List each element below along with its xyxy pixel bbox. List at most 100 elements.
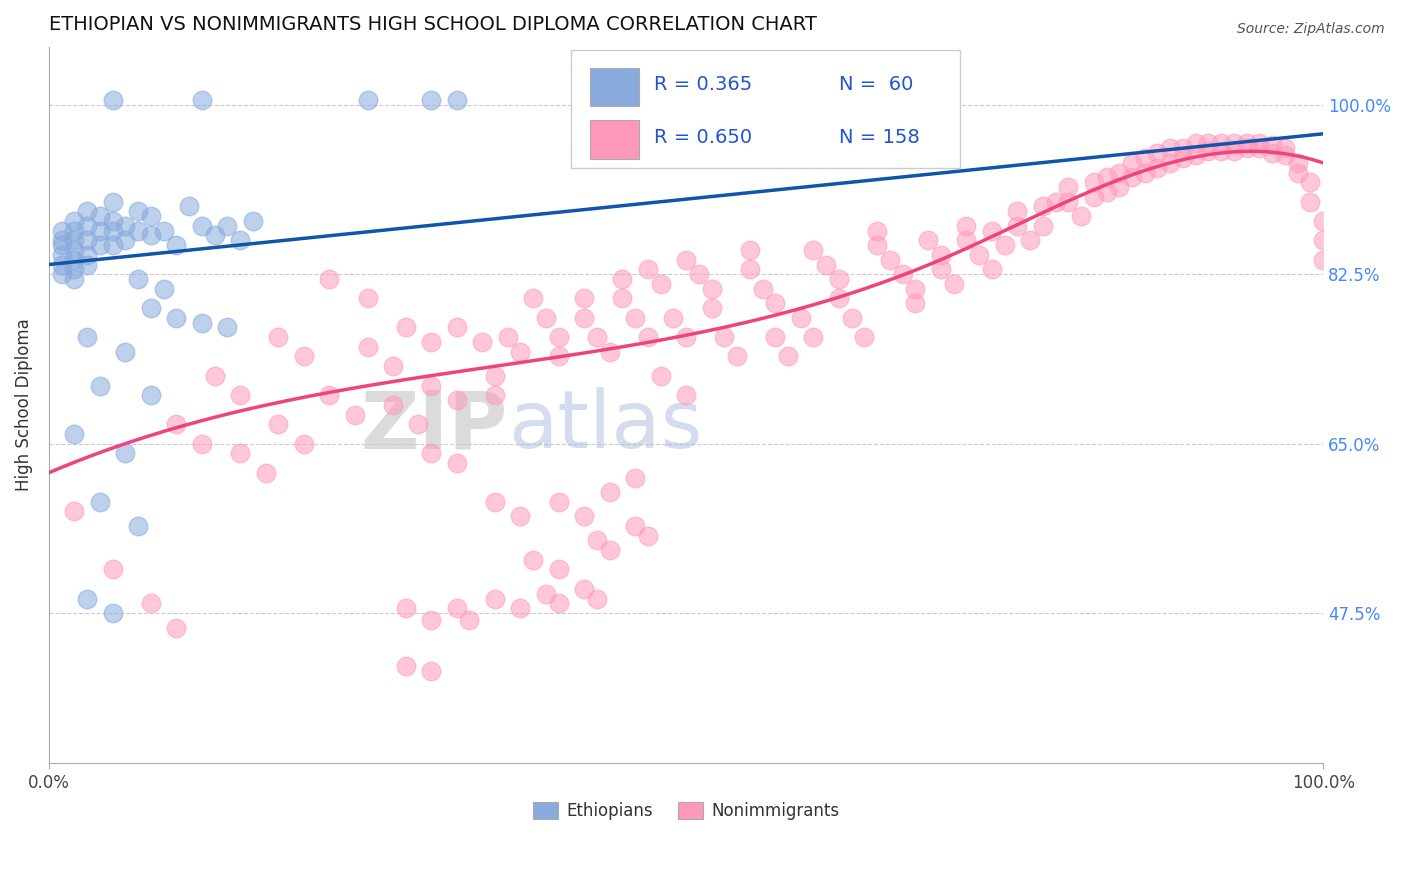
Point (114, 344, 136, 359)
Point (191, 316, 214, 330)
Point (127, 204, 149, 219)
Point (853, 330, 876, 344)
Point (63, 233, 86, 247)
Point (127, 224, 149, 238)
Point (382, 359, 405, 374)
Point (586, 533, 609, 548)
Point (484, 494, 506, 508)
Point (165, 238, 187, 252)
Point (1211, 136, 1233, 151)
Point (624, 470, 647, 484)
Point (725, 350, 748, 364)
Point (343, 408, 366, 422)
Point (1198, 136, 1220, 151)
Point (1184, 148, 1206, 162)
Point (204, 368, 226, 383)
Point (63, 224, 86, 238)
Point (217, 320, 239, 334)
Point (1070, 209, 1092, 223)
Text: ZIP: ZIP (360, 387, 508, 466)
Point (1211, 145, 1233, 159)
Point (395, 659, 418, 673)
Point (76, 248, 98, 262)
Point (420, 334, 443, 349)
Text: Source: ZipAtlas.com: Source: ZipAtlas.com (1237, 22, 1385, 37)
Point (51, 267, 73, 281)
Point (637, 262, 659, 277)
Point (446, 392, 468, 407)
Point (471, 334, 494, 349)
Point (1236, 141, 1258, 155)
Text: ETHIOPIAN VS NONIMMIGRANTS HIGH SCHOOL DIPLOMA CORRELATION CHART: ETHIOPIAN VS NONIMMIGRANTS HIGH SCHOOL D… (49, 15, 817, 34)
Point (76, 219, 98, 233)
Point (89, 224, 111, 238)
Point (1146, 161, 1168, 175)
Point (101, 214, 124, 228)
Point (891, 267, 914, 281)
Point (139, 209, 162, 223)
Point (458, 613, 481, 627)
Point (700, 301, 723, 315)
Point (547, 330, 569, 344)
FancyBboxPatch shape (591, 68, 638, 106)
Point (395, 320, 418, 334)
Point (1121, 170, 1143, 185)
Point (1223, 136, 1246, 151)
Point (356, 292, 378, 306)
Point (1249, 141, 1271, 155)
Point (89, 378, 111, 392)
Point (101, 606, 124, 620)
Point (1249, 136, 1271, 151)
Point (929, 262, 952, 277)
Point (994, 238, 1017, 252)
Point (76, 591, 98, 606)
Point (1261, 138, 1284, 153)
Point (1083, 175, 1105, 189)
Point (1261, 146, 1284, 161)
Text: atlas: atlas (508, 387, 702, 466)
Point (356, 93, 378, 107)
Point (408, 417, 430, 432)
Point (229, 233, 252, 247)
Point (1274, 141, 1296, 155)
Point (127, 519, 149, 533)
Point (1133, 151, 1156, 165)
Text: N = 158: N = 158 (839, 128, 920, 146)
Point (139, 596, 162, 610)
Point (509, 509, 531, 524)
Point (446, 93, 468, 107)
Point (63, 252, 86, 267)
Point (420, 93, 443, 107)
Point (139, 301, 162, 315)
Point (650, 277, 672, 291)
Point (572, 582, 595, 596)
Point (763, 296, 786, 310)
Point (713, 330, 735, 344)
Point (1057, 180, 1080, 194)
Point (382, 398, 405, 412)
Point (318, 272, 340, 286)
Point (942, 277, 965, 291)
Point (1083, 190, 1105, 204)
Point (688, 267, 710, 281)
FancyBboxPatch shape (591, 120, 638, 159)
Point (101, 93, 124, 107)
Point (63, 243, 86, 257)
Point (599, 485, 621, 500)
Point (76, 233, 98, 247)
Point (599, 543, 621, 558)
Point (1007, 204, 1029, 219)
Point (815, 258, 838, 272)
Point (139, 228, 162, 243)
Point (63, 262, 86, 277)
Point (624, 310, 647, 325)
Point (63, 426, 86, 441)
Point (229, 446, 252, 460)
Point (1184, 136, 1206, 151)
Point (51, 258, 73, 272)
FancyBboxPatch shape (571, 50, 960, 169)
Point (484, 368, 506, 383)
Point (1312, 233, 1334, 247)
Point (420, 613, 443, 627)
Point (547, 494, 569, 508)
